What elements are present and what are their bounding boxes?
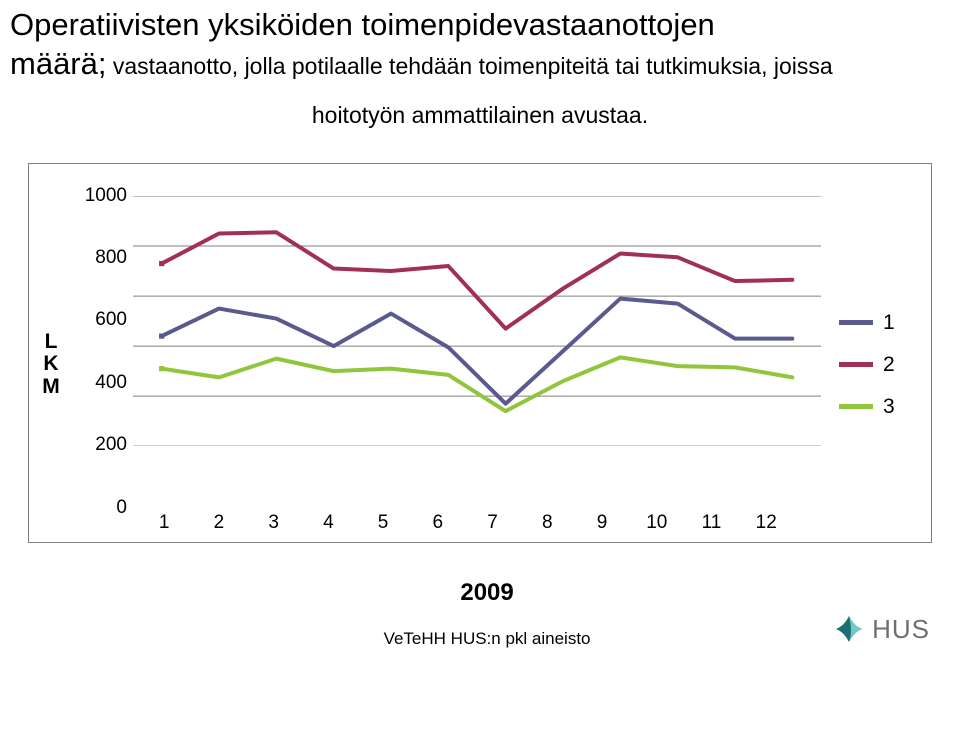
y-tick-label: 600 [73, 309, 127, 331]
title-line2-rest: vastaanotto, jolla potilaalle tehdään to… [106, 53, 832, 79]
x-tick-label: 12 [766, 512, 821, 534]
title-line2-prefix: määrä; [10, 46, 106, 81]
x-tick-label: 5 [383, 512, 438, 534]
legend-swatch [839, 404, 873, 409]
logo: HUS [834, 614, 930, 649]
legend-swatch [839, 320, 873, 325]
chart-svg [133, 196, 821, 446]
y-tick-labels: 02004006008001000 [73, 196, 133, 508]
title-line1: Operatiivisten yksiköiden toimenpidevast… [10, 6, 950, 45]
x-tick-label: 6 [438, 512, 493, 534]
y-axis-label: LKM [42, 331, 60, 397]
x-tick-label: 1 [164, 512, 219, 534]
year-label: 2009 [140, 579, 834, 607]
y-tick-label: 0 [73, 497, 127, 519]
chart-container: LKM 02004006008001000 123456789101112 12… [28, 163, 932, 543]
x-tick-label: 4 [328, 512, 383, 534]
logo-text: HUS [872, 614, 930, 645]
title-line3: hoitotyön ammattilainen avustaa. [10, 102, 950, 129]
legend-item: 1 [839, 311, 931, 335]
x-tick-label: 3 [274, 512, 329, 534]
title-block: Operatiivisten yksiköiden toimenpidevast… [0, 0, 960, 133]
x-tick-labels: 123456789101112 [133, 512, 821, 534]
source-label: VeTeHH HUS:n pkl aineisto [140, 629, 834, 649]
legend: 1 2 3 [821, 196, 931, 534]
x-tick-label: 8 [547, 512, 602, 534]
legend-swatch [839, 362, 873, 367]
legend-item: 3 [839, 395, 931, 419]
legend-label: 2 [883, 353, 895, 377]
y-tick-label: 200 [73, 434, 127, 456]
plot-area [133, 196, 821, 508]
y-axis-label-col: LKM [29, 196, 73, 534]
logo-mark-icon [834, 614, 864, 644]
title-line2: määrä; vastaanotto, jolla potilaalle teh… [10, 45, 950, 84]
y-tick-label: 1000 [73, 185, 127, 207]
y-tick-label: 400 [73, 372, 127, 394]
x-tick-label: 2 [219, 512, 274, 534]
footer: 2009 VeTeHH HUS:n pkl aineisto HUS [0, 579, 960, 649]
legend-label: 1 [883, 311, 895, 335]
x-tick-label: 7 [493, 512, 548, 534]
y-tick-label: 800 [73, 247, 127, 269]
legend-label: 3 [883, 395, 895, 419]
legend-item: 2 [839, 353, 931, 377]
